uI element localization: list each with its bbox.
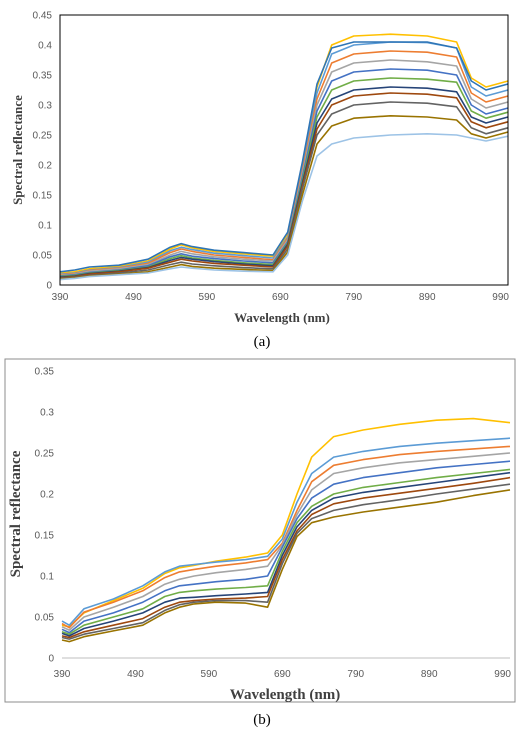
series-lines-b — [61, 417, 511, 643]
plot-frame-a — [59, 14, 509, 286]
x-tick-labels-b: 390 490 590 690 790 890 990 — [54, 669, 512, 680]
series-line — [59, 115, 509, 280]
y-tick-label: 0.2 — [38, 161, 52, 172]
x-tick-label: 490 — [127, 669, 144, 680]
x-tick-label: 990 — [494, 669, 511, 680]
caption-a: (a) — [254, 334, 271, 350]
x-tick-label: 690 — [272, 292, 289, 303]
x-tick-label: 890 — [419, 292, 436, 303]
y-tick-label: 0 — [48, 654, 54, 665]
y-tick-label: 0.1 — [38, 221, 52, 232]
series-line — [61, 468, 511, 636]
y-tick-label: 0.1 — [40, 572, 54, 583]
series-line — [61, 452, 511, 631]
caption-b: (b) — [253, 712, 271, 728]
x-tick-label: 390 — [54, 669, 71, 680]
x-tick-label: 990 — [492, 292, 509, 303]
y-tick-labels-a: 0 0.05 0.1 0.15 0.2 0.25 0.3 0.35 0.4 0.45 — [33, 11, 53, 292]
x-tick-label: 890 — [421, 669, 438, 680]
chart-panel-b: 390 490 590 690 790 890 990 0 0.05 0.1 0.15 0.2 0.2… — [4, 358, 516, 728]
x-axis-title-a: Wavelength (nm) — [234, 310, 330, 325]
y-tick-label: 0.35 — [33, 71, 53, 82]
x-tick-label: 590 — [201, 669, 218, 680]
series-line — [59, 101, 509, 280]
y-tick-label: 0.3 — [38, 101, 52, 112]
y-tick-label: 0.25 — [35, 449, 55, 460]
series-line — [61, 471, 511, 637]
y-axis-title-b: Spectral reflectance — [8, 450, 24, 577]
series-line — [61, 445, 511, 629]
x-tick-label: 390 — [52, 292, 69, 303]
x-tick-label: 690 — [274, 669, 291, 680]
x-tick-label: 790 — [347, 669, 364, 680]
series-line — [59, 59, 509, 277]
y-tick-label: 0.4 — [38, 41, 52, 52]
y-tick-label: 0.45 — [33, 11, 53, 22]
series-line — [61, 489, 511, 643]
x-axis-title-b: Wavelength (nm) — [230, 687, 340, 703]
y-tick-label: 0.15 — [35, 531, 55, 542]
y-tick-label: 0.15 — [33, 191, 53, 202]
series-line — [61, 437, 511, 627]
y-tick-label: 0.05 — [35, 613, 55, 624]
series-line — [61, 483, 511, 640]
y-axis-title-a: Spectral reflectance — [10, 95, 25, 205]
y-tick-labels-b: 0 0.05 0.1 0.15 0.2 0.25 0.3 0.35 — [35, 367, 55, 665]
series-line — [59, 68, 509, 277]
y-tick-label: 0.3 — [40, 408, 54, 419]
series-line — [61, 417, 511, 628]
series-line — [61, 476, 511, 639]
series-line — [59, 33, 509, 274]
y-tick-label: 0.25 — [33, 131, 53, 142]
x-tick-label: 790 — [345, 292, 362, 303]
series-line — [61, 460, 511, 634]
series-lines-a — [59, 33, 509, 281]
series-line — [59, 86, 509, 278]
x-tick-label: 590 — [199, 292, 216, 303]
x-tick-label: 490 — [125, 292, 142, 303]
series-line — [59, 92, 509, 279]
chart-panel-a: 390 490 590 690 790 890 990 0 0.05 0.1 0.15 0.2 0.2… — [10, 11, 509, 351]
series-line — [59, 41, 509, 273]
series-line — [59, 50, 509, 276]
y-tick-label: 0.2 — [40, 490, 54, 501]
series-line — [59, 133, 509, 281]
y-tick-label: 0.05 — [33, 251, 53, 262]
y-tick-label: 0 — [46, 281, 52, 292]
y-tick-label: 0.35 — [35, 367, 55, 378]
x-tick-labels-a: 390 490 590 690 790 890 990 — [52, 292, 510, 303]
plot-frame-b — [4, 358, 516, 703]
